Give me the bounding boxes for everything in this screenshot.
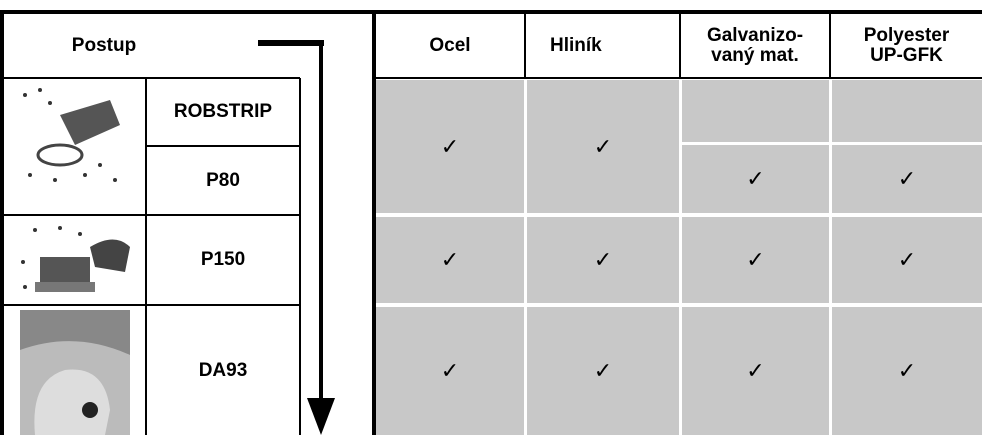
check: ✓ (682, 307, 829, 435)
col-line (679, 14, 681, 78)
header-process: Postup (71, 34, 137, 56)
row-line (0, 214, 300, 216)
top-border (0, 10, 982, 14)
col-line (524, 14, 526, 78)
process-name: P80 (206, 169, 240, 191)
check: ✓ (527, 307, 679, 435)
column-header: Galvanizo- vaný mat. (706, 24, 804, 66)
column-header: Hliník (550, 34, 602, 56)
check: ✓ (527, 217, 679, 303)
check: ✓ (682, 217, 829, 303)
process-name: P150 (200, 249, 246, 270)
check: ✓ (376, 80, 524, 213)
check: ✓ (832, 307, 982, 435)
row-line (145, 145, 300, 147)
check: ✓ (376, 307, 524, 435)
arrow-head (307, 398, 335, 435)
cell (832, 80, 982, 142)
arrow (258, 40, 324, 46)
check: ✓ (832, 217, 982, 303)
check: ✓ (682, 145, 829, 213)
column-header: Ocel (429, 34, 471, 56)
row-line (373, 77, 982, 79)
row-line (0, 304, 300, 306)
check: ✓ (376, 217, 524, 303)
arrow (319, 40, 323, 402)
icon-da93 (20, 310, 130, 435)
left-border (0, 10, 4, 435)
col-line (145, 78, 147, 435)
check: ✓ (832, 145, 982, 213)
icon-p150 (21, 226, 130, 292)
process-name: ROBSTRIP (173, 101, 273, 122)
col-line (372, 10, 376, 435)
col-line (299, 78, 301, 435)
process-name: DA93 (198, 359, 248, 381)
row-line (0, 77, 300, 79)
icon-robstrip (23, 88, 120, 182)
col-line (829, 14, 831, 78)
cell (682, 80, 829, 142)
column-header: Polyester UP-GFK (863, 24, 950, 66)
check: ✓ (527, 80, 679, 213)
